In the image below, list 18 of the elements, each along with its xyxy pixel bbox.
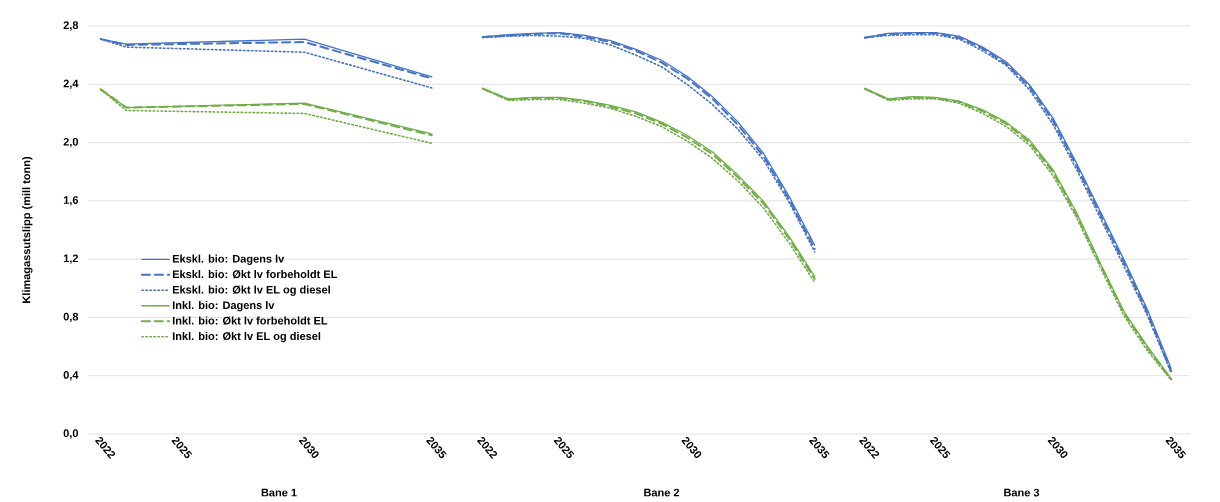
y-tick-label: 2,8 <box>63 21 79 31</box>
y-tick-label: 0,0 <box>63 429 79 439</box>
y-tick-label: 0,8 <box>63 312 79 323</box>
legend-label: Inkl. bio: Dagens lv <box>172 301 275 312</box>
x-axis-title: Bane 1 <box>261 488 297 497</box>
y-tick-label: 1,2 <box>63 254 79 264</box>
y-tick-label: 2,0 <box>63 137 79 148</box>
x-axis-title: Bane 2 <box>644 488 680 497</box>
legend-label: Ekskl. bio: Økt lv EL og diesel <box>172 285 330 296</box>
legend-label: Ekskl. bio: Dagens lv <box>172 254 285 265</box>
legend-label: Inkl. bio: Økt lv EL og diesel <box>172 331 321 343</box>
y-tick-label: 1,6 <box>63 196 79 206</box>
y-tick-label: 0,4 <box>63 371 79 381</box>
y-axis-title: Klimagassutslipp (mill tonn) <box>22 156 33 303</box>
legend-label: Ekskl. bio: Økt lv forbeholdt EL <box>172 270 338 279</box>
y-tick-label: 2,4 <box>63 79 79 89</box>
legend-label: Inkl. bio: Økt lv forbeholdt EL <box>172 316 328 325</box>
x-axis-title: Bane 3 <box>1004 488 1040 497</box>
